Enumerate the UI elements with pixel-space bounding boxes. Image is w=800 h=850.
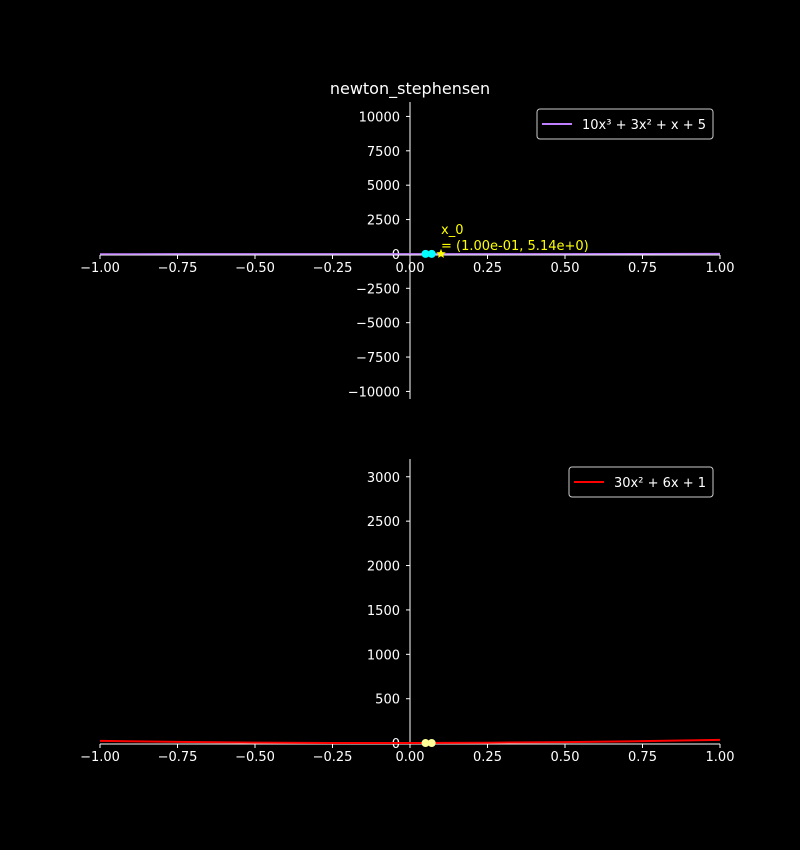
annotation-label: x_0 bbox=[441, 223, 463, 238]
x-tick-label: 0.25 bbox=[473, 750, 502, 765]
top-x-ticks: −1.00 −0.75 −0.50 −0.25 0.00 0.25 0.50 0.75 1.00 bbox=[80, 255, 734, 276]
bottom-subplot: −1.00 −0.75 −0.50 −0.25 0.00 0.25 0.50 0.75 1.00… bbox=[80, 459, 734, 765]
top-y-ticks: 10000 7500 5000 2500 0 −2500 −5000 −7500 −10000 bbox=[348, 110, 410, 400]
y-tick-label: 5000 bbox=[367, 179, 400, 194]
x-tick-label: 0.50 bbox=[551, 750, 580, 765]
x-tick-label: 0.00 bbox=[396, 261, 425, 276]
y-tick-label: 0 bbox=[392, 248, 400, 263]
bottom-legend-box bbox=[568, 466, 714, 498]
y-tick-label: 1500 bbox=[367, 604, 400, 619]
x-tick-label: −0.50 bbox=[235, 261, 275, 276]
y-tick-label: 7500 bbox=[367, 145, 400, 160]
x-tick-label: 0.25 bbox=[473, 261, 502, 276]
top-legend-box bbox=[536, 108, 714, 140]
x-tick-label: −0.25 bbox=[313, 750, 353, 765]
x-tick-label: −0.75 bbox=[158, 750, 198, 765]
bottom-x-ticks: −1.00 −0.75 −0.50 −0.25 0.00 0.25 0.50 0.75 1.00 bbox=[80, 744, 734, 765]
x-tick-label: −0.75 bbox=[158, 261, 198, 276]
y-tick-label: 2000 bbox=[367, 560, 400, 575]
x-tick-label: 1.00 bbox=[706, 261, 735, 276]
y-tick-label: 2500 bbox=[367, 214, 400, 229]
x-tick-label: 0.75 bbox=[628, 261, 657, 276]
iteration-point bbox=[421, 739, 430, 748]
x-tick-label: 0.75 bbox=[628, 750, 657, 765]
y-tick-label: −7500 bbox=[356, 351, 400, 366]
y-tick-label: 2500 bbox=[367, 515, 400, 530]
x-tick-label: 0.50 bbox=[551, 261, 580, 276]
bottom-series-line bbox=[99, 738, 721, 745]
y-tick-label: −10000 bbox=[348, 385, 400, 400]
x-tick-label: −1.00 bbox=[80, 261, 120, 276]
bottom-legend: 30x² + 6x + 1 bbox=[568, 466, 714, 498]
iteration-point bbox=[427, 739, 436, 748]
x-tick-label: −0.25 bbox=[313, 261, 353, 276]
iteration-point bbox=[421, 249, 430, 258]
y-tick-label: −2500 bbox=[356, 282, 400, 297]
bottom-y-ticks: 3000 2500 2000 1500 1000 500 0 bbox=[367, 471, 410, 752]
y-tick-label: 1000 bbox=[367, 648, 400, 663]
x-tick-label: 0.00 bbox=[396, 750, 425, 765]
top-subplot: newton_stephensen −1.00 −0.75 −0.50 −0.25 0.… bbox=[80, 79, 734, 400]
y-tick-label: −5000 bbox=[356, 317, 400, 332]
top-plot-title: newton_stephensen bbox=[330, 79, 490, 99]
x-tick-label: −0.50 bbox=[235, 750, 275, 765]
top-iteration-points bbox=[421, 248, 446, 258]
y-tick-label: 3000 bbox=[367, 471, 400, 486]
x-tick-label: −1.00 bbox=[80, 750, 120, 765]
y-tick-label: 500 bbox=[375, 693, 400, 708]
iteration-point bbox=[427, 249, 436, 258]
y-tick-label: 0 bbox=[392, 737, 400, 752]
y-tick-label: 10000 bbox=[359, 110, 400, 125]
top-legend: 10x³ + 3x² + x + 5 bbox=[536, 108, 714, 140]
bottom-iteration-points bbox=[421, 739, 436, 748]
bottom-legend-label: 30x² + 6x + 1 bbox=[614, 476, 706, 491]
top-legend-label: 10x³ + 3x² + x + 5 bbox=[582, 118, 706, 133]
annotation-value: = (1.00e-01, 5.14e+0) bbox=[441, 239, 589, 254]
x0-star-marker bbox=[436, 248, 446, 258]
x-tick-label: 1.00 bbox=[706, 750, 735, 765]
